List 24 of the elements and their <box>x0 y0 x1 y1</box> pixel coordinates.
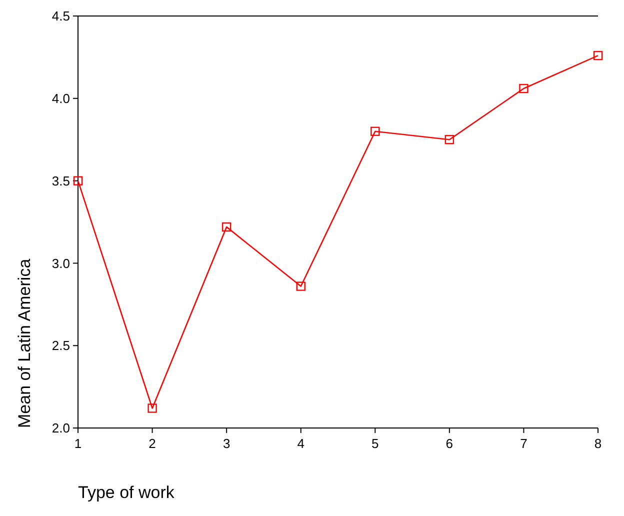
x-tick-label: 6 <box>446 436 454 451</box>
y-tick-label: 4.0 <box>52 90 70 106</box>
x-tick-label: 1 <box>74 436 82 451</box>
x-tick-label: 7 <box>520 436 528 451</box>
x-tick-label: 5 <box>372 436 379 451</box>
x-tick-label: 3 <box>222 436 230 451</box>
x-tick-label: 8 <box>594 436 602 451</box>
point <box>296 282 306 291</box>
point <box>519 84 528 94</box>
y-axis-title: Mean of Latin America <box>15 258 34 428</box>
point <box>370 126 380 136</box>
y-tick-label: 3.5 <box>52 173 70 188</box>
y-tick-label: 2.5 <box>52 338 70 354</box>
point <box>222 222 232 232</box>
y-tick-label: 2.0 <box>52 420 70 436</box>
y-tick-label: 4.5 <box>52 8 70 24</box>
point <box>444 135 454 144</box>
point <box>73 176 83 186</box>
x-axis-title: Type of work <box>78 483 175 502</box>
x-tick-label: 4 <box>297 436 304 451</box>
point <box>593 50 603 60</box>
y-tick-label: 3.0 <box>52 256 70 271</box>
point <box>148 404 157 413</box>
x-tick-label: 2 <box>148 436 156 451</box>
